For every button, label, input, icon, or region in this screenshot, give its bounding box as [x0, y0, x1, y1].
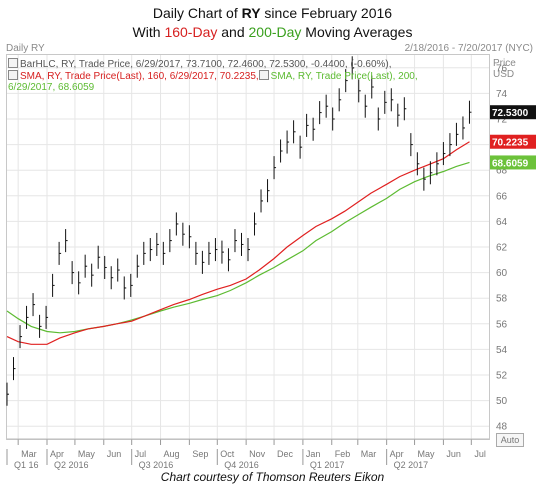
price-axis-label-line1: Price	[493, 58, 516, 69]
y-tick-label: 76	[496, 63, 508, 74]
x-quarter-label: Q2 2016	[54, 460, 89, 470]
legend: BarHLC, RY, Trade Price, 6/29/2017, 73.7…	[8, 58, 478, 93]
x-month-label: Sep	[192, 449, 208, 459]
header-text: Daily Chart of	[152, 5, 242, 21]
x-month-label: Apr	[50, 449, 64, 459]
legend-sma160-text: SMA, RY, Trade Price(Last), 160, 6/29/20…	[20, 71, 259, 82]
price-axis-label: Price USD	[493, 58, 516, 80]
chart-credit: Chart courtesy of Thomson Reuters Eikon	[160, 470, 385, 484]
sma160-line	[6, 141, 470, 345]
x-month-label: Oct	[220, 449, 235, 459]
x-month-label: Apr	[390, 449, 404, 459]
sma200-tag-box	[490, 155, 536, 170]
header-text: With	[132, 24, 165, 40]
header-sma160: 160-Day	[164, 24, 218, 40]
legend-row-sma200-cont: 6/29/2017, 68.6059	[8, 82, 478, 93]
x-month-label: Dec	[277, 449, 294, 459]
y-tick-label: 48	[496, 422, 508, 433]
x-month-label: Aug	[164, 449, 180, 459]
legend-toggle-price[interactable]	[8, 58, 18, 68]
legend-toggle-sma200[interactable]	[258, 70, 269, 80]
y-tick-label: 66	[496, 191, 508, 202]
x-month-label: Nov	[249, 449, 266, 459]
x-quarter-label: Q3 2016	[139, 460, 174, 470]
date-range: 2/18/2016 - 7/20/2017 (NYC)	[404, 43, 533, 54]
x-quarter-label: Q1 2017	[310, 460, 345, 470]
x-month-label: Mar	[21, 449, 37, 459]
legend-toggle-sma160[interactable]	[8, 70, 18, 80]
header-text: Moving Averages	[301, 24, 413, 40]
x-month-label: Jan	[306, 449, 321, 459]
legend-row-price: BarHLC, RY, Trade Price, 6/29/2017, 73.7…	[8, 58, 478, 70]
x-quarter-label: Q1 16	[14, 460, 39, 470]
sma200-tag-label: 68.6059	[492, 158, 529, 169]
y-tick-label: 54	[496, 345, 508, 356]
last-price-tag-label: 72.5300	[492, 108, 529, 119]
x-month-label: May	[418, 449, 436, 459]
header-text: and	[217, 24, 249, 40]
y-tick-label: 74	[496, 89, 508, 100]
legend-sma200-text: SMA, RY, Trade Price(Last), 200,	[270, 71, 418, 82]
x-month-label: Jul	[474, 449, 486, 459]
y-tick-label: 64	[496, 217, 508, 228]
y-tick-label: 50	[496, 396, 508, 407]
header-text: since February 2016	[260, 5, 393, 21]
x-month-label: Feb	[335, 449, 351, 459]
chart-header: Daily Chart of RY since February 2016 Wi…	[0, 4, 545, 42]
y-tick-label: 58	[496, 294, 508, 305]
y-tick-label: 56	[496, 319, 508, 330]
price-axis-label-line2: USD	[493, 69, 515, 80]
legend-sma200-date: 6/29/2017, 68.6059	[8, 82, 95, 93]
sma160-tag-label: 70.2235	[492, 138, 529, 149]
x-quarter-label: Q4 2016	[224, 460, 259, 470]
y-tick-label: 52	[496, 371, 508, 382]
x-month-label: Jul	[135, 449, 147, 459]
x-quarter-label: Q2 2017	[394, 460, 429, 470]
header-line-2: With 160-Day and 200-Day Moving Averages	[0, 23, 545, 42]
header-sma200: 200-Day	[248, 24, 302, 40]
legend-price-text: BarHLC, RY, Trade Price, 6/29/2017, 73.7…	[20, 59, 392, 70]
last-price-tag-box	[490, 105, 536, 120]
x-month-label: Jun	[446, 449, 461, 459]
panel-title: Daily RY	[6, 43, 45, 54]
y-tick-label: 62	[496, 243, 508, 254]
legend-row-sma: SMA, RY, Trade Price(Last), 160, 6/29/20…	[8, 70, 478, 82]
y-tick-label: 72	[496, 115, 508, 126]
x-month-label: May	[78, 449, 96, 459]
auto-scale-button[interactable]: Auto	[496, 433, 524, 447]
x-month-label: Jun	[107, 449, 122, 459]
sma160-tag-box	[490, 134, 536, 149]
sma200-line	[6, 161, 470, 334]
x-month-label: Mar	[361, 449, 377, 459]
header-line-1: Daily Chart of RY since February 2016	[0, 4, 545, 23]
y-tick-label: 60	[496, 268, 508, 279]
header-ticker: RY	[241, 5, 261, 21]
y-tick-label: 68	[496, 166, 508, 177]
